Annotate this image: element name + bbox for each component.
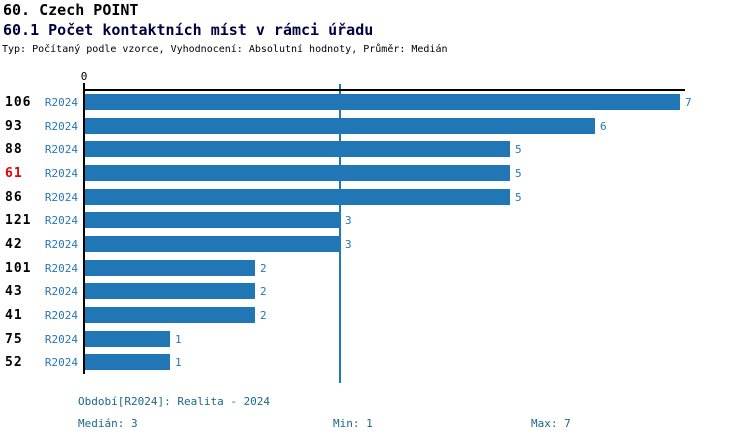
bar (85, 189, 510, 205)
y-axis-line (83, 83, 85, 374)
indicator-title: 60.1 Počet kontaktních míst v rámci úřad… (3, 21, 374, 39)
row-id-label: 88 (5, 142, 23, 157)
footer-period: Období[R2024]: Realita - 2024 (78, 395, 271, 408)
bar (85, 260, 255, 276)
bar-value-label: 1 (175, 356, 182, 369)
bar (85, 141, 510, 157)
row-id-label: 93 (5, 119, 23, 134)
footer-max: Max: 7 (531, 417, 571, 430)
bar-value-label: 7 (685, 96, 692, 109)
row-period-label: R2024 (44, 238, 78, 251)
bar-value-label: 3 (345, 214, 352, 227)
bar-value-label: 2 (260, 309, 267, 322)
row-period-label: R2024 (44, 167, 78, 180)
x-axis-line (84, 89, 685, 91)
row-period-label: R2024 (44, 309, 78, 322)
row-id-label: 41 (5, 308, 23, 323)
row-period-label: R2024 (44, 356, 78, 369)
bar (85, 307, 255, 323)
row-id-label: 106 (5, 95, 32, 110)
indicator-meta-line: Typ: Počítaný podle vzorce, Vyhodnocení:… (2, 44, 448, 55)
row-id-label: 121 (5, 213, 32, 228)
median-line (339, 84, 341, 383)
row-period-label: R2024 (44, 191, 78, 204)
bar (85, 165, 510, 181)
row-id-label: 101 (5, 261, 32, 276)
row-period-label: R2024 (44, 285, 78, 298)
row-period-label: R2024 (44, 214, 78, 227)
bar-value-label: 3 (345, 238, 352, 251)
x-axis-origin-label: 0 (80, 70, 88, 83)
bar (85, 331, 170, 347)
bar-value-label: 2 (260, 262, 267, 275)
row-period-label: R2024 (44, 262, 78, 275)
row-id-label: 52 (5, 355, 23, 370)
bar-value-label: 5 (515, 167, 522, 180)
bar-value-label: 6 (600, 120, 607, 133)
bar (85, 283, 255, 299)
row-period-label: R2024 (44, 333, 78, 346)
footer-min: Min: 1 (333, 417, 373, 430)
row-id-label: 43 (5, 284, 23, 299)
bar (85, 118, 595, 134)
report-title: 60. Czech POINT (3, 1, 139, 19)
bar (85, 94, 680, 110)
bar-value-label: 5 (515, 191, 522, 204)
footer-median: Medián: 3 (78, 417, 138, 430)
bar (85, 212, 340, 228)
bar-value-label: 1 (175, 333, 182, 346)
row-id-label: 61 (5, 166, 23, 181)
row-period-label: R2024 (44, 120, 78, 133)
row-period-label: R2024 (44, 143, 78, 156)
row-period-label: R2024 (44, 96, 78, 109)
bar-value-label: 5 (515, 143, 522, 156)
bar (85, 354, 170, 370)
row-id-label: 86 (5, 190, 23, 205)
bar-value-label: 2 (260, 285, 267, 298)
row-id-label: 75 (5, 332, 23, 347)
bar (85, 236, 340, 252)
row-id-label: 42 (5, 237, 23, 252)
